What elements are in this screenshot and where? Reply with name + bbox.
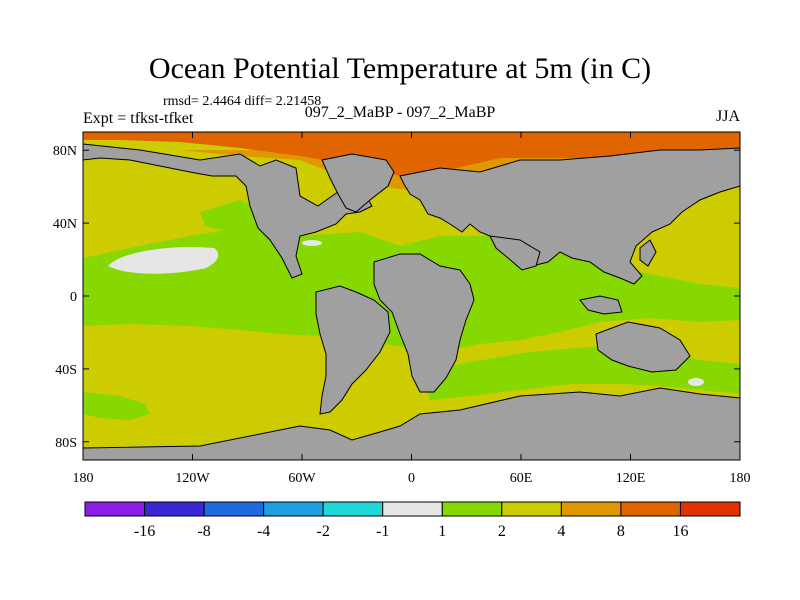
land-greenland bbox=[321, 153, 395, 213]
y-tick-label: 0 bbox=[70, 290, 77, 305]
colorbar-label: -2 bbox=[317, 523, 330, 540]
map-plot-area bbox=[82, 131, 741, 461]
colorbar-label: 1 bbox=[438, 523, 446, 540]
x-tick-label: 120E bbox=[616, 471, 646, 486]
y-tick-label: 80N bbox=[53, 144, 77, 159]
y-tick-label: 80S bbox=[55, 436, 77, 451]
colorbar-label: 4 bbox=[557, 523, 565, 540]
colorbar-swatch bbox=[679, 501, 741, 517]
season-label: JJA bbox=[715, 108, 740, 125]
colorbar-swatch bbox=[84, 501, 146, 517]
x-tick-label: 180 bbox=[73, 471, 94, 486]
colorbar: -16 -8 -4 -2 -1 1 2 4 8 16 bbox=[84, 501, 741, 540]
y-tick-label: 40S bbox=[55, 363, 77, 378]
ocean-band-neg1-1-small-2 bbox=[302, 240, 322, 246]
ocean-band-1-2-southwest bbox=[83, 392, 150, 420]
colorbar-label: -4 bbox=[257, 523, 270, 540]
colorbar-label: 8 bbox=[617, 523, 625, 540]
land-north-america bbox=[82, 143, 373, 279]
y-tick-label: 40N bbox=[53, 217, 77, 232]
ocean-band-8-16 bbox=[83, 132, 740, 176]
land-indonesia bbox=[579, 295, 623, 315]
colorbar-label: -8 bbox=[197, 523, 210, 540]
x-tick-label: 120W bbox=[175, 471, 210, 486]
colorbar-label: -16 bbox=[134, 523, 155, 540]
axes: 180 120W 60W 0 60E 120E 180 80N 40N 0 40S 80S bbox=[53, 132, 751, 486]
subtitle-label: 097_2_MaBP - 097_2_MaBP bbox=[304, 104, 496, 121]
colorbar-swatch bbox=[382, 501, 443, 517]
land-australia bbox=[595, 321, 691, 373]
colorbar-swatch bbox=[263, 501, 324, 517]
x-tick-label: 60W bbox=[288, 471, 316, 486]
colorbar-label: -1 bbox=[376, 523, 389, 540]
x-tick-label: 180 bbox=[730, 471, 751, 486]
x-tick-label: 0 bbox=[408, 471, 415, 486]
colorbar-swatch bbox=[322, 501, 384, 517]
land-arabia bbox=[489, 235, 541, 271]
x-tick-label: 60E bbox=[510, 471, 533, 486]
ocean-band-neg1-1-small bbox=[688, 378, 704, 386]
colorbar-swatch bbox=[441, 501, 503, 517]
land-eurasia bbox=[399, 147, 741, 285]
colorbar-label: 2 bbox=[498, 523, 506, 540]
colorbar-label: 16 bbox=[672, 523, 688, 540]
colorbar-swatch bbox=[620, 501, 681, 517]
experiment-label: Expt = tfkst-tfket bbox=[83, 110, 194, 127]
colorbar-swatch bbox=[501, 501, 562, 517]
colorbar-swatch bbox=[203, 501, 265, 517]
colorbar-swatch bbox=[560, 501, 622, 517]
stats-label: rmsd= 2.4464 diff= 2.21458 bbox=[163, 94, 322, 109]
land-japan bbox=[639, 239, 657, 267]
ocean-band-neg1-1 bbox=[108, 246, 219, 274]
land-south-america bbox=[315, 285, 391, 415]
land-africa bbox=[373, 253, 475, 393]
colorbar-swatch bbox=[144, 501, 205, 517]
chart-title: Ocean Potential Temperature at 5m (in C) bbox=[148, 52, 652, 85]
